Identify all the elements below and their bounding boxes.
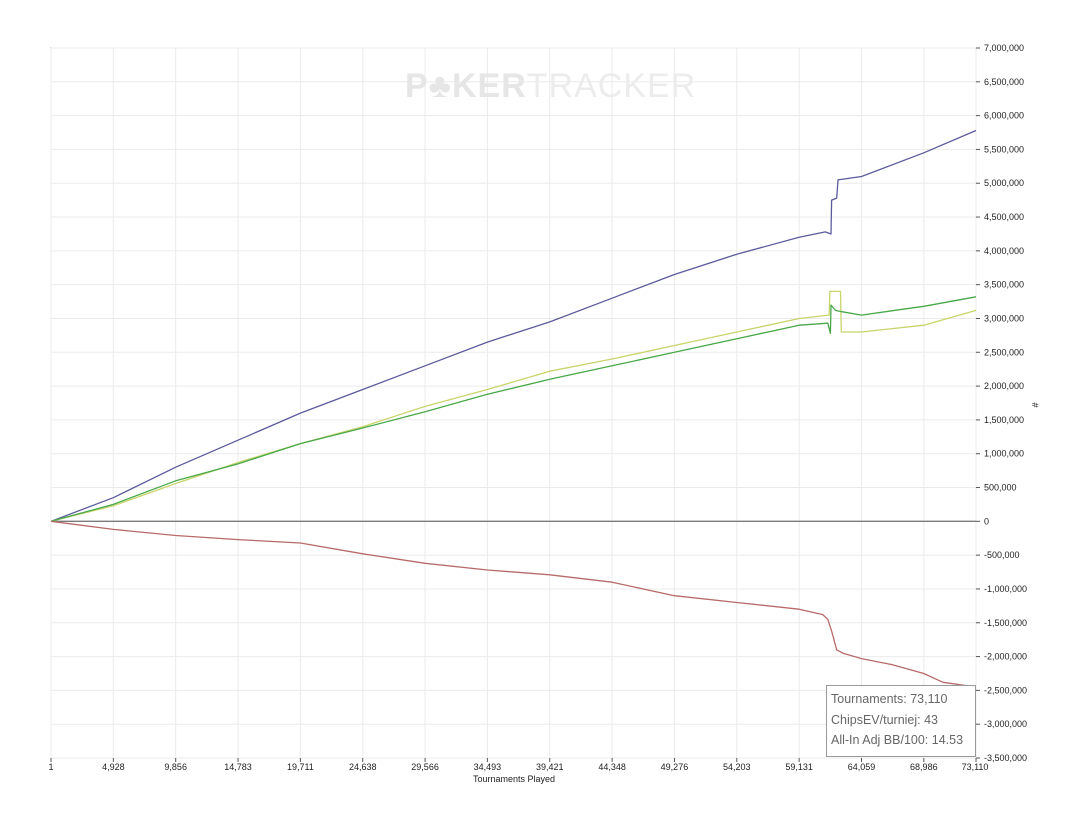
series-line-1 — [50, 129, 977, 522]
plot-area — [50, 47, 977, 759]
grid-lines — [50, 47, 977, 759]
y-tick-label: 500,000 — [984, 483, 1017, 493]
y-tick-label: -1,500,000 — [984, 618, 1027, 628]
x-tick-label: 64,059 — [848, 762, 876, 772]
x-tick-label: 54,203 — [723, 762, 751, 772]
y-tick-label: -3,500,000 — [984, 753, 1027, 763]
x-tick-label: 39,421 — [536, 762, 564, 772]
series-layer — [50, 129, 977, 688]
x-tick-label: 68,986 — [910, 762, 938, 772]
stat-chips-ev: ChipsEV/turniej: 43 — [831, 712, 939, 727]
x-tick-label: 9,856 — [164, 762, 187, 772]
stat-tournaments: Tournaments: 73,110 — [831, 692, 948, 706]
y-tick-label: 6,500,000 — [984, 77, 1024, 87]
stat-allin-bb: All-In Adj BB/100: 14.53 — [831, 733, 964, 747]
y-tick-label: 0 — [984, 516, 989, 526]
y-tick-label: 6,000,000 — [984, 111, 1024, 121]
x-tick-label: 59,131 — [785, 762, 813, 772]
series-line-3 — [50, 296, 977, 522]
y-tick-label: 1,500,000 — [984, 415, 1024, 425]
watermark-logo: P♣KERTRACKER — [405, 67, 696, 105]
y-axis-title: # — [1030, 402, 1040, 407]
y-tick-label: 5,000,000 — [984, 178, 1024, 188]
series-line-4 — [50, 520, 977, 688]
x-tick-label: 29,566 — [411, 762, 439, 772]
y-tick-label: 5,500,000 — [984, 144, 1024, 154]
y-tick-label: 2,000,000 — [984, 381, 1024, 391]
y-tick-label: 3,500,000 — [984, 280, 1024, 290]
x-tick-label: 4,928 — [102, 762, 125, 772]
x-tick-label: 49,276 — [661, 762, 689, 772]
x-tick-label: 14,783 — [224, 762, 252, 772]
y-tick-label: 7,000,000 — [984, 43, 1024, 53]
x-tick-label: 19,711 — [287, 762, 314, 772]
x-tick-label: 44,348 — [598, 762, 626, 772]
y-tick-label: 4,000,000 — [984, 246, 1024, 256]
x-tick-label: 24,638 — [349, 762, 377, 772]
y-tick-label: 3,000,000 — [984, 313, 1024, 323]
y-axis: 7,000,000 6,500,000 6,000,000 5,500,000 5,00… — [976, 43, 1027, 763]
x-axis: 1 4,928 9,856 14,783 19,711 24,638 29,566 34,49… — [48, 758, 988, 772]
x-tick-label: 1 — [48, 762, 53, 772]
stats-box: Tournaments: 73,110 ChipsEV/turniej: 43 … — [826, 685, 976, 757]
y-tick-label: 4,500,000 — [984, 212, 1024, 222]
x-tick-label: 73,110 — [962, 762, 989, 772]
series-line-2 — [50, 290, 977, 522]
y-tick-label: 2,500,000 — [984, 347, 1024, 357]
y-tick-label: 1,000,000 — [984, 449, 1024, 459]
y-tick-label: -500,000 — [984, 550, 1020, 560]
y-tick-label: -2,000,000 — [984, 652, 1027, 662]
x-tick-label: 34,493 — [474, 762, 502, 772]
y-tick-label: -3,000,000 — [984, 719, 1027, 729]
y-tick-label: -1,000,000 — [984, 584, 1027, 594]
x-axis-title: Tournaments Played — [473, 774, 555, 784]
y-tick-label: -2,500,000 — [984, 685, 1027, 695]
